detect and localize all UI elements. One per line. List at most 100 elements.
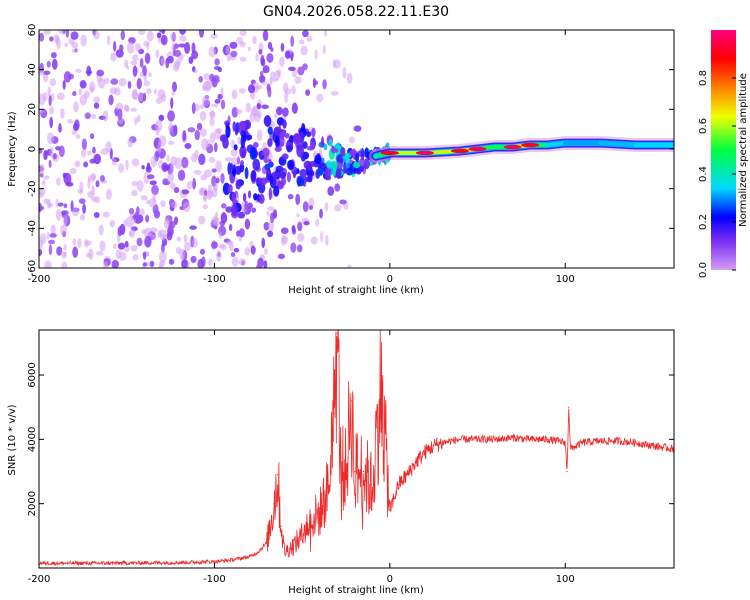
noise-blob bbox=[305, 89, 311, 96]
noise-blob bbox=[166, 154, 170, 162]
noise-blob bbox=[258, 48, 263, 55]
noise-blob bbox=[155, 49, 160, 58]
noise-blob bbox=[197, 258, 204, 268]
noise-blob bbox=[125, 159, 129, 171]
noise-blob bbox=[316, 93, 324, 103]
signal-blob bbox=[335, 167, 342, 179]
noise-blob bbox=[288, 66, 296, 72]
noise-blob bbox=[208, 258, 213, 267]
noise-blob bbox=[64, 42, 69, 48]
noise-blob bbox=[84, 238, 89, 248]
signal-blob bbox=[345, 162, 350, 169]
noise-blob bbox=[215, 177, 220, 184]
noise-blobs bbox=[39, 30, 367, 268]
noise-blob bbox=[46, 232, 50, 240]
noise-blob bbox=[44, 260, 52, 268]
snr-point bbox=[617, 440, 619, 442]
noise-blob bbox=[267, 230, 274, 238]
noise-blob bbox=[50, 52, 57, 59]
noise-blob bbox=[156, 32, 162, 39]
noise-blob bbox=[123, 219, 128, 227]
noise-blob bbox=[277, 253, 286, 260]
noise-blob bbox=[256, 129, 263, 142]
y-tick-label: -40 bbox=[27, 220, 38, 236]
noise-blob bbox=[192, 238, 198, 248]
noise-blob bbox=[105, 188, 112, 200]
x-tick-label: -100 bbox=[203, 574, 226, 585]
signal-peak bbox=[450, 148, 469, 154]
noise-blob bbox=[235, 108, 243, 115]
noise-blob bbox=[291, 102, 298, 114]
noise-blob bbox=[134, 117, 138, 126]
x-tick-label: 0 bbox=[387, 574, 393, 585]
noise-blob bbox=[261, 237, 266, 249]
noise-blob bbox=[62, 214, 68, 226]
noise-blob bbox=[48, 95, 52, 107]
noise-blob bbox=[55, 146, 61, 151]
noise-blob bbox=[181, 259, 189, 268]
noise-blob bbox=[320, 230, 324, 243]
noise-blob bbox=[150, 155, 158, 168]
noise-blob bbox=[56, 92, 65, 101]
noise-blob bbox=[146, 162, 151, 171]
noise-blob bbox=[100, 174, 105, 182]
noise-blob bbox=[39, 188, 46, 196]
noise-blob bbox=[90, 113, 97, 119]
noise-blob bbox=[266, 83, 271, 92]
signal-blob bbox=[314, 154, 322, 165]
noise-blob bbox=[225, 45, 230, 56]
noise-blob bbox=[296, 213, 300, 218]
noise-blob bbox=[146, 30, 154, 42]
noise-blob bbox=[238, 228, 245, 238]
signal-peak bbox=[503, 144, 522, 150]
noise-blob bbox=[255, 53, 259, 62]
noise-blob bbox=[171, 42, 175, 52]
noise-blob bbox=[72, 101, 79, 113]
noise-blob bbox=[208, 156, 216, 163]
signal-peak bbox=[468, 146, 487, 152]
noise-blob bbox=[244, 200, 249, 210]
noise-blob bbox=[347, 264, 352, 268]
noise-blob bbox=[49, 233, 57, 238]
noise-blob bbox=[43, 70, 51, 76]
signal-blob bbox=[258, 193, 265, 205]
colorbar-tick-label: 0.6 bbox=[698, 118, 709, 134]
noise-blob bbox=[131, 181, 139, 187]
signal-blob bbox=[358, 165, 365, 172]
snr-point bbox=[415, 461, 417, 463]
noise-blob bbox=[124, 240, 129, 248]
snr-point bbox=[354, 470, 356, 473]
noise-blob bbox=[204, 189, 208, 196]
signal-blob bbox=[252, 158, 261, 171]
signal-blob bbox=[353, 160, 361, 169]
noise-blob bbox=[324, 30, 328, 37]
noise-blob bbox=[39, 163, 45, 175]
signal-blob bbox=[292, 133, 301, 145]
snr-marks bbox=[39, 330, 674, 567]
noise-blob bbox=[229, 41, 238, 49]
snr-line bbox=[39, 330, 674, 567]
signal-blob bbox=[321, 136, 325, 148]
snr-point bbox=[319, 512, 321, 514]
noise-blob bbox=[214, 58, 220, 66]
noise-blob bbox=[209, 132, 216, 144]
snr-point bbox=[340, 464, 342, 466]
noise-blob bbox=[93, 211, 100, 218]
noise-blob bbox=[199, 104, 204, 110]
noise-blob bbox=[152, 234, 157, 241]
noise-blob bbox=[150, 227, 158, 234]
noise-blob bbox=[245, 102, 251, 113]
noise-blob bbox=[231, 106, 238, 118]
snr-point bbox=[547, 438, 549, 440]
noise-blob bbox=[46, 132, 55, 145]
signal-blob bbox=[349, 163, 353, 173]
noise-blob bbox=[238, 88, 246, 94]
noise-blob bbox=[170, 97, 174, 109]
snr-point bbox=[459, 438, 461, 440]
snr-point bbox=[564, 441, 566, 444]
noise-blob bbox=[82, 203, 86, 215]
noise-blob bbox=[210, 33, 218, 39]
noise-blob bbox=[324, 202, 329, 212]
noise-blob bbox=[197, 215, 206, 225]
